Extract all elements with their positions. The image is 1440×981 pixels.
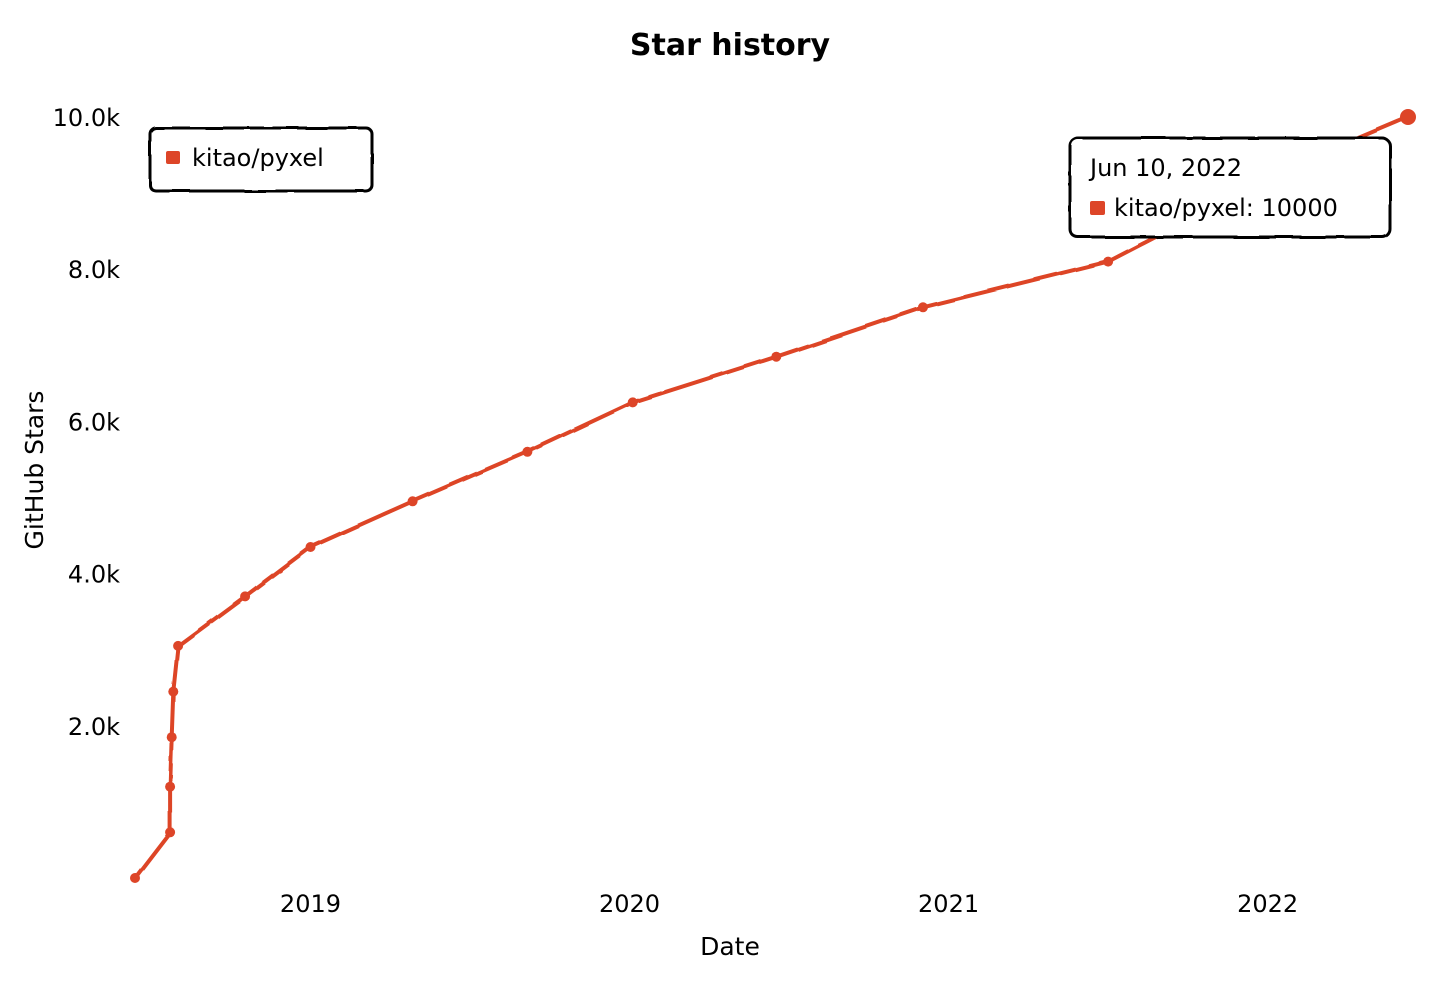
- tooltip-swatch: [1090, 201, 1105, 215]
- y-tick-label: 8.0k: [68, 256, 120, 284]
- data-point[interactable]: [165, 827, 175, 837]
- y-tick-labels: 2.0k 4.0k 6.0k 8.0k 10.0k: [53, 104, 120, 741]
- y-tick-label: 6.0k: [68, 408, 120, 436]
- data-point[interactable]: [168, 687, 178, 697]
- tooltip-date: Jun 10, 2022: [1088, 154, 1242, 182]
- legend-swatch: [166, 151, 180, 164]
- data-point[interactable]: [167, 732, 177, 742]
- data-point[interactable]: [306, 542, 316, 552]
- data-point[interactable]: [408, 496, 418, 506]
- data-point[interactable]: [165, 782, 175, 792]
- y-axis-label: GitHub Stars: [20, 391, 49, 550]
- x-tick-label: 2022: [1237, 890, 1298, 918]
- legend-label: kitao/pyxel: [192, 144, 324, 172]
- tooltip: Jun 10, 2022 kitao/pyxel: 10000: [1070, 138, 1390, 237]
- x-tick-label: 2020: [599, 890, 660, 918]
- chart-title: Star history: [630, 28, 831, 63]
- data-point[interactable]: [130, 873, 140, 883]
- x-tick-label: 2019: [280, 890, 341, 918]
- data-point[interactable]: [918, 302, 928, 312]
- y-tick-label: 10.0k: [53, 104, 120, 132]
- data-point[interactable]: [628, 397, 638, 407]
- data-point[interactable]: [771, 352, 781, 362]
- y-tick-label: 4.0k: [68, 561, 120, 589]
- highlighted-data-point[interactable]: [1400, 109, 1416, 125]
- x-axis-label: Date: [700, 932, 760, 961]
- data-point[interactable]: [522, 447, 532, 457]
- legend: kitao/pyxel: [150, 128, 372, 191]
- data-point[interactable]: [173, 641, 183, 651]
- x-tick-labels: 2019 2020 2021 2022: [280, 890, 1298, 918]
- tooltip-value: kitao/pyxel: 10000: [1114, 194, 1338, 222]
- data-point[interactable]: [240, 591, 250, 601]
- y-tick-label: 2.0k: [68, 713, 120, 741]
- data-point[interactable]: [1103, 257, 1113, 267]
- tooltip-box: [1070, 138, 1390, 237]
- x-tick-label: 2021: [918, 890, 979, 918]
